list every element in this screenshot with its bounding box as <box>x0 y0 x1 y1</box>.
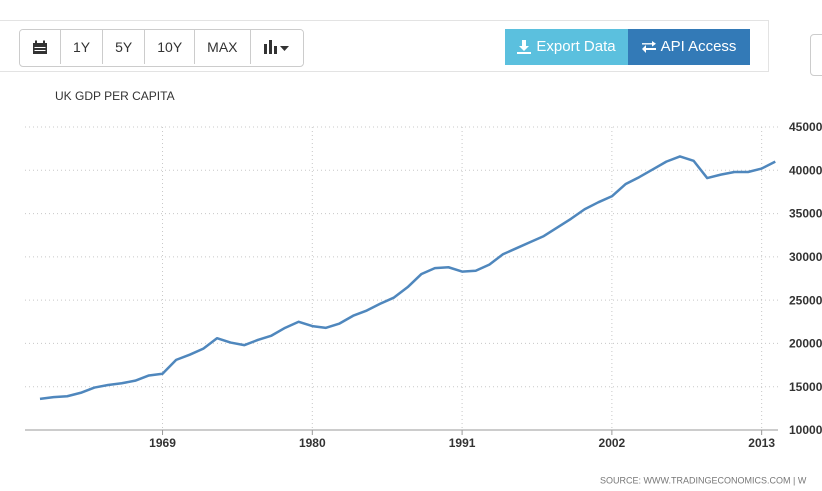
chart-type-icon <box>263 40 289 54</box>
side-panel-edge <box>810 34 822 76</box>
y-tick-label: 45000 <box>789 120 822 134</box>
toolbar: 1Y 5Y 10Y MAX Export Data API Access <box>0 20 769 72</box>
x-tick-label: 2002 <box>599 436 626 450</box>
x-tick-label: 1991 <box>449 436 476 450</box>
api-button[interactable]: API Access <box>628 29 750 65</box>
range-buttons: 1Y 5Y 10Y MAX <box>19 29 304 67</box>
y-tick-label: 10000 <box>789 423 822 437</box>
download-icon <box>517 40 532 54</box>
range-button[interactable]: 5Y <box>102 30 145 64</box>
y-tick-label: 15000 <box>789 380 822 394</box>
chart-type-button[interactable] <box>249 30 303 64</box>
y-tick-label: 30000 <box>789 250 822 264</box>
chart-title: UK GDP PER CAPITA <box>55 89 175 103</box>
x-tick-label: 1980 <box>299 436 326 450</box>
range-button[interactable]: MAX <box>194 30 250 64</box>
x-tick-label: 2013 <box>748 436 775 450</box>
source: SOURCE: WWW.TRADINGECONOMICS.COM | W <box>600 475 807 485</box>
x-tick-label: 1969 <box>149 436 176 450</box>
line <box>39 155 776 401</box>
y-tick-label: 25000 <box>789 293 822 307</box>
exchange-icon <box>641 41 656 53</box>
api-label: API Access <box>660 38 737 55</box>
y-tick-label: 40000 <box>789 163 822 177</box>
export-label: Export Data <box>536 38 616 55</box>
calendar-button[interactable] <box>20 30 60 64</box>
export-button[interactable]: Export Data <box>505 29 628 65</box>
y-tick-label: 35000 <box>789 207 822 221</box>
range-button[interactable]: 1Y <box>60 30 103 64</box>
range-button[interactable]: 10Y <box>144 30 195 64</box>
y-tick-label: 20000 <box>789 337 822 351</box>
calendar-icon <box>33 40 47 54</box>
